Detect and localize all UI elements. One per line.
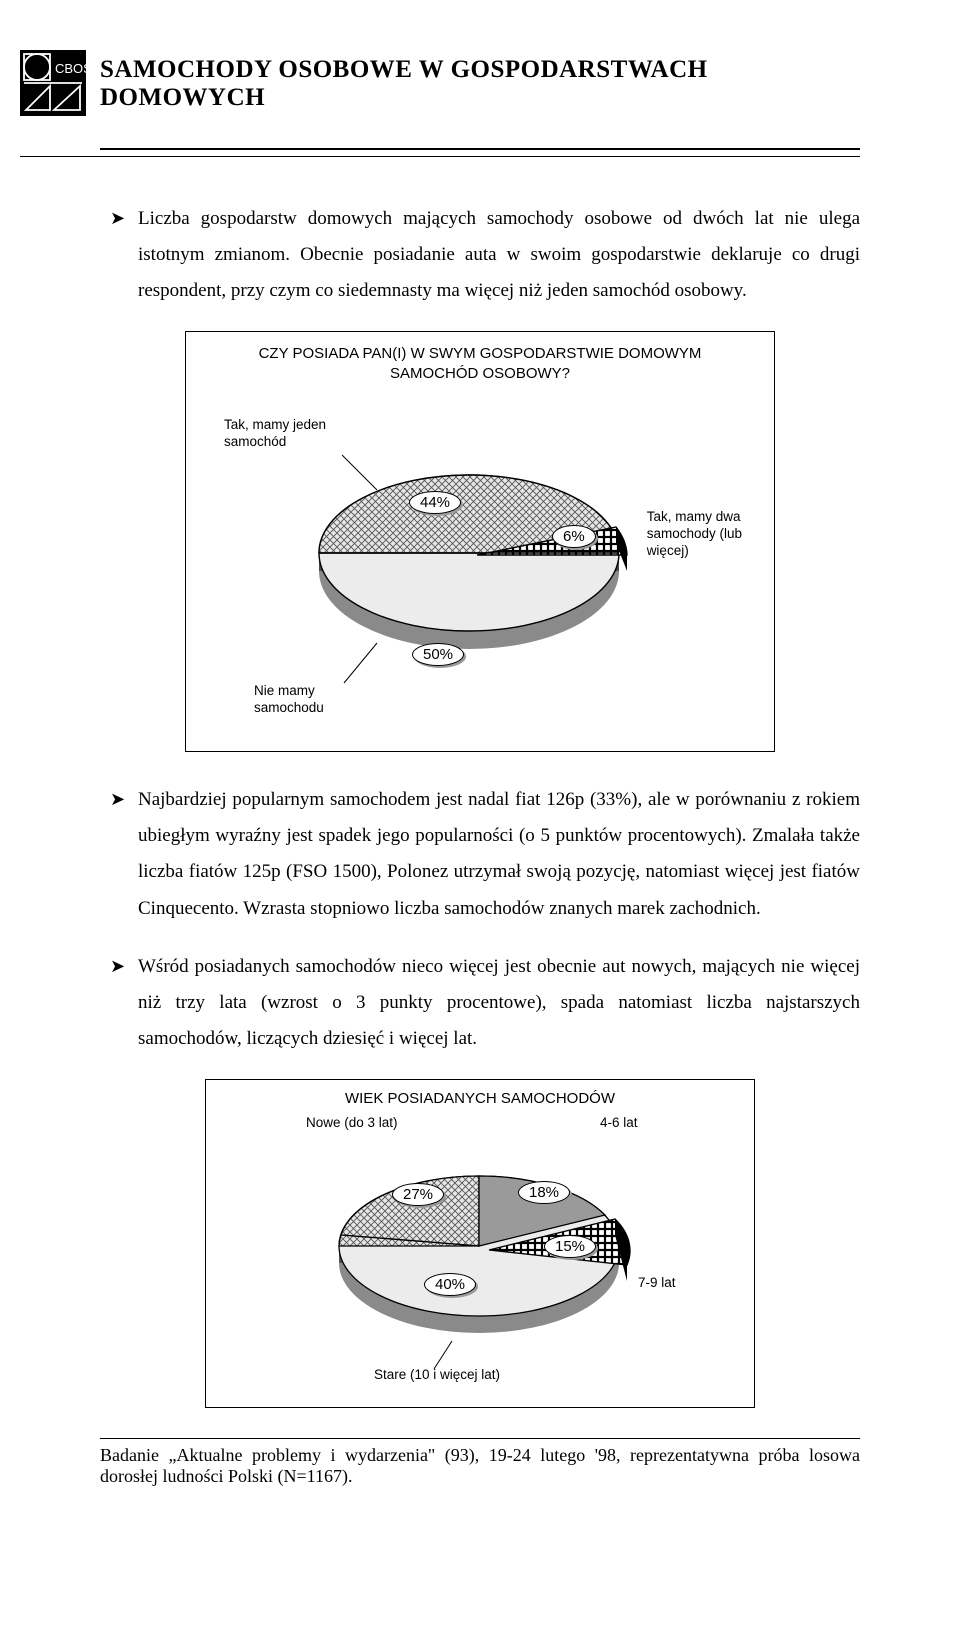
page-title: SAMOCHODY OSOBOWE W GOSPODARSTWACH DOMOW… xyxy=(100,50,860,150)
chart1-title-l1: CZY POSIADA PAN(I) W SWYM GOSPODARSTWIE … xyxy=(259,345,702,362)
bullet-3: Wśród posiadanych samochodów nieco więce… xyxy=(110,949,860,1057)
chart2-label-46: 4-6 lat xyxy=(600,1115,638,1132)
chart-ownership: CZY POSIADA PAN(I) W SWYM GOSPODARSTWIE … xyxy=(185,331,775,752)
chart1-title-l2: SAMOCHÓD OSOBOWY? xyxy=(390,365,570,382)
chart2-label-nowe: Nowe (do 3 lat) xyxy=(306,1115,398,1132)
pct-27: 27% xyxy=(392,1183,444,1206)
pct-18: 18% xyxy=(518,1181,570,1204)
pct-40: 40% xyxy=(424,1273,476,1296)
bullet-2: Najbardziej popularnym samochodem jest n… xyxy=(110,782,860,926)
pct-6: 6% xyxy=(552,525,596,548)
chart2-label-79: 7-9 lat xyxy=(638,1275,676,1292)
chart1-label-two-cars: Tak, mamy dwasamochody (lubwięcej) xyxy=(647,509,742,560)
chart2-label-stare: Stare (10 i więcej lat) xyxy=(374,1367,500,1384)
bullet-1: Liczba gospodarstw domowych mających sam… xyxy=(110,201,860,309)
chart-age: WIEK POSIADANYCH SAMOCHODÓW xyxy=(205,1079,755,1408)
cbos-logo: CBOS xyxy=(20,50,86,116)
footer-note: Badanie „Aktualne problemy i wydarzenia"… xyxy=(100,1438,860,1487)
chart2-title: WIEK POSIADANYCH SAMOCHODÓW xyxy=(224,1090,736,1107)
pct-15: 15% xyxy=(544,1235,596,1258)
chart1-label-no-car: Nie mamysamochodu xyxy=(254,683,324,717)
logo-text: CBOS xyxy=(55,61,86,76)
chart1-label-one-car: Tak, mamy jedensamochód xyxy=(224,417,326,451)
